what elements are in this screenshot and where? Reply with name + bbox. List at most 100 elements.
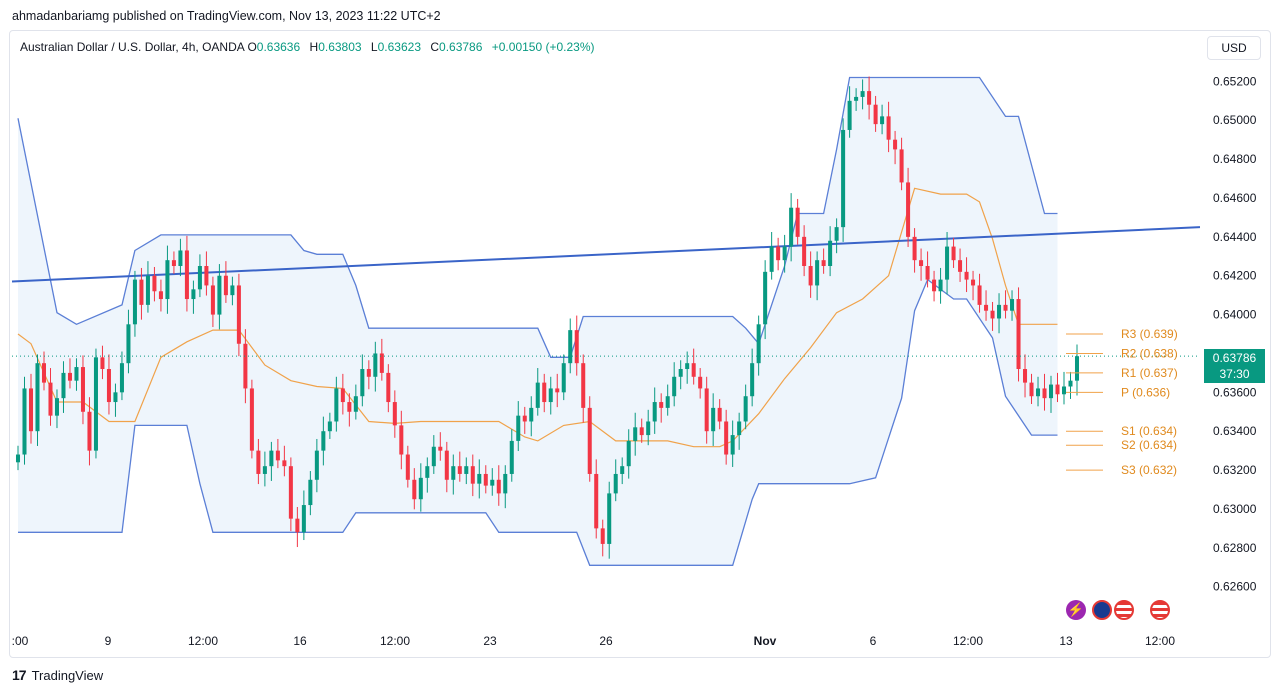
candle-body (405, 454, 410, 480)
x-tick-label: 12:00 (953, 634, 983, 648)
x-tick-label: 16 (293, 634, 307, 648)
pivot-label: R3 (0.639) (1121, 327, 1178, 341)
channel-upper-line (17, 76, 1058, 358)
y-tick-label: 0.64400 (1213, 230, 1257, 244)
candle-body (1003, 304, 1008, 311)
candle-body (886, 116, 891, 140)
candle-body (223, 275, 228, 296)
candle-body (951, 246, 956, 261)
candle-body (964, 271, 969, 280)
candle-body (100, 357, 105, 370)
currency-button[interactable]: USD (1207, 36, 1261, 60)
chart-frame (9, 30, 1271, 658)
candle-body (217, 275, 222, 315)
y-tick-label: 0.62800 (1213, 541, 1257, 555)
candle-body (672, 376, 677, 397)
candle-body (184, 250, 189, 300)
candle-body (899, 149, 904, 183)
candle-body (87, 411, 92, 451)
candle-body (113, 392, 118, 403)
candle-body (249, 388, 254, 451)
candle-body (340, 388, 345, 403)
candle-body (314, 450, 319, 480)
candle-body (477, 473, 482, 484)
x-tick-label: :00 (12, 634, 29, 648)
candle-body (308, 479, 313, 506)
low-label: L (370, 40, 378, 54)
candle-body (282, 460, 287, 467)
symbol-name[interactable]: Australian Dollar / U.S. Dollar, 4h, OAN… (20, 40, 245, 54)
candle-body (483, 473, 488, 486)
candle-body (470, 466, 475, 484)
candle-body (802, 236, 807, 267)
candle-body (711, 407, 716, 432)
candle-body (594, 473, 599, 529)
candle-body (1068, 380, 1073, 387)
y-tick-label: 0.64200 (1213, 269, 1257, 283)
x-tick-label: Nov (754, 634, 777, 648)
candle-body (61, 372, 66, 399)
candle-body (789, 207, 794, 247)
candle-body (639, 427, 644, 436)
candle-body (919, 260, 924, 267)
pivot-label: S2 (0.634) (1121, 438, 1177, 452)
candle-body (958, 260, 963, 272)
candle-body (522, 415, 527, 422)
candle-body (867, 91, 872, 105)
candle-body (145, 275, 150, 305)
candle-body (860, 91, 865, 97)
candle-body (1061, 386, 1067, 395)
candle-body (678, 369, 683, 377)
candle-body (41, 363, 47, 383)
candle-body (620, 466, 625, 474)
australia-flag-icon[interactable] (1092, 600, 1112, 620)
us-flag-icon[interactable] (1114, 600, 1134, 620)
brand-name[interactable]: TradingView (31, 667, 104, 683)
candle-body (457, 466, 462, 474)
candle-body (782, 246, 787, 261)
low-value: 0.63623 (377, 40, 421, 54)
candle-body (178, 250, 183, 267)
candle-body (1055, 384, 1060, 395)
close-value: 0.63786 (439, 40, 483, 54)
candle-body (607, 493, 612, 544)
y-tick-label: 0.63200 (1213, 463, 1257, 477)
candle-body (769, 246, 774, 272)
candle-body (301, 505, 306, 533)
candle-body (555, 388, 560, 393)
candle-body (925, 266, 930, 280)
high-value: 0.63803 (318, 40, 362, 54)
candle-body (412, 479, 417, 500)
tradingview-logo[interactable]: 17 (12, 667, 27, 683)
candle-body (262, 466, 267, 474)
candle-body (984, 304, 989, 311)
open-label: O (247, 40, 257, 54)
candle-body (945, 246, 950, 280)
event-icons: ⚡ (1066, 600, 1086, 620)
candle-body (724, 421, 729, 455)
pivot-label: S1 (0.634) (1121, 424, 1177, 438)
candle-body (379, 353, 384, 373)
candle-body (197, 266, 202, 290)
candle-body (165, 260, 170, 300)
x-tick-label: 12:00 (380, 634, 410, 648)
change-value: +0.00150 (+0.23%) (491, 40, 595, 54)
candle-body (392, 402, 397, 426)
candle-body (776, 246, 781, 261)
candle-body (854, 96, 859, 101)
y-tick-label: 0.63600 (1213, 385, 1257, 399)
us-flag-icon[interactable] (1150, 600, 1170, 620)
candle-body (451, 466, 456, 480)
candle-body (373, 353, 378, 377)
candle-body (613, 473, 618, 494)
candle-body (737, 421, 742, 436)
symbol-legend: Australian Dollar / U.S. Dollar, 4h, OAN… (20, 40, 601, 54)
y-tick-label: 0.65000 (1213, 113, 1257, 127)
x-tick-label: 23 (483, 634, 497, 648)
candle-body (1042, 388, 1047, 399)
candle-body (288, 466, 293, 519)
candle-body (574, 330, 579, 364)
candle-body (542, 382, 547, 403)
lightning-icon[interactable]: ⚡ (1066, 600, 1086, 620)
